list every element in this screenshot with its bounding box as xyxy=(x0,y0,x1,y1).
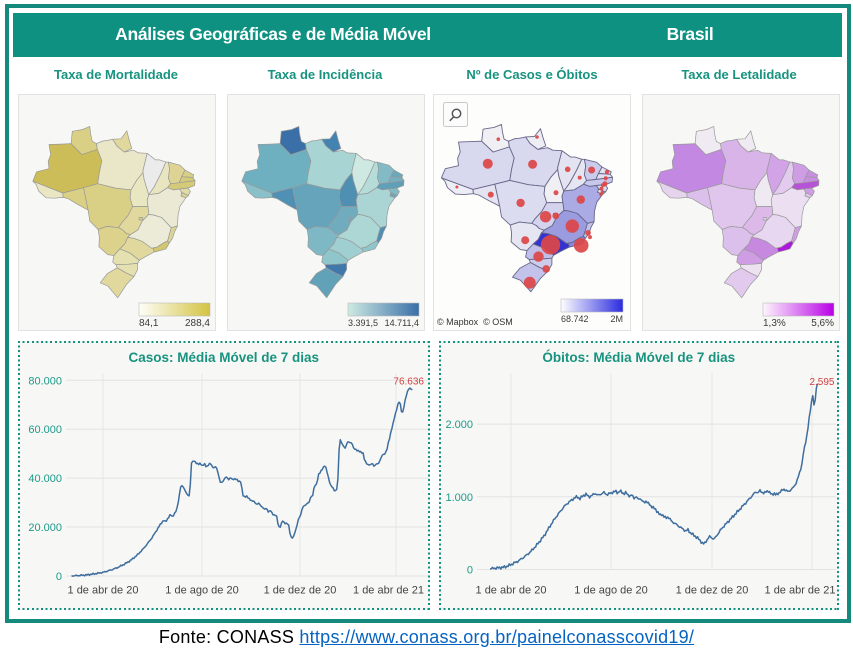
svg-text:© Mapbox © OSM: © Mapbox © OSM xyxy=(437,317,513,327)
svg-text:1 de ago de 20: 1 de ago de 20 xyxy=(574,585,647,597)
svg-text:1 de abr de 20: 1 de abr de 20 xyxy=(476,585,547,597)
svg-text:0: 0 xyxy=(467,565,473,577)
svg-text:1 de dez de 20: 1 de dez de 20 xyxy=(263,585,336,597)
svg-text:1 de dez de 20: 1 de dez de 20 xyxy=(676,585,749,597)
svg-text:0: 0 xyxy=(55,571,61,583)
svg-text:1 de abr de 21: 1 de abr de 21 xyxy=(353,585,424,597)
svg-text:80.000: 80.000 xyxy=(28,375,62,387)
svg-text:1,3%: 1,3% xyxy=(763,318,786,329)
svg-text:1 de abr de 20: 1 de abr de 20 xyxy=(67,585,138,597)
svg-text:20.000: 20.000 xyxy=(28,522,62,534)
svg-text:40.000: 40.000 xyxy=(28,473,62,485)
svg-text:288,4: 288,4 xyxy=(185,318,210,329)
svg-text:5,6%: 5,6% xyxy=(811,318,834,329)
svg-text:68.742: 68.742 xyxy=(561,314,589,324)
svg-text:1.000: 1.000 xyxy=(445,492,473,504)
svg-text:1 de ago de 20: 1 de ago de 20 xyxy=(165,585,238,597)
svg-text:2.595: 2.595 xyxy=(809,377,834,388)
svg-text:14.711,4: 14.711,4 xyxy=(384,318,418,328)
svg-text:2.000: 2.000 xyxy=(445,419,473,431)
svg-text:1 de abr de 21: 1 de abr de 21 xyxy=(765,585,836,597)
svg-text:76.636: 76.636 xyxy=(393,377,424,388)
svg-text:2M: 2M xyxy=(610,314,623,324)
svg-text:3.391,5: 3.391,5 xyxy=(348,318,378,328)
svg-text:84,1: 84,1 xyxy=(139,318,159,329)
svg-text:60.000: 60.000 xyxy=(28,424,62,436)
